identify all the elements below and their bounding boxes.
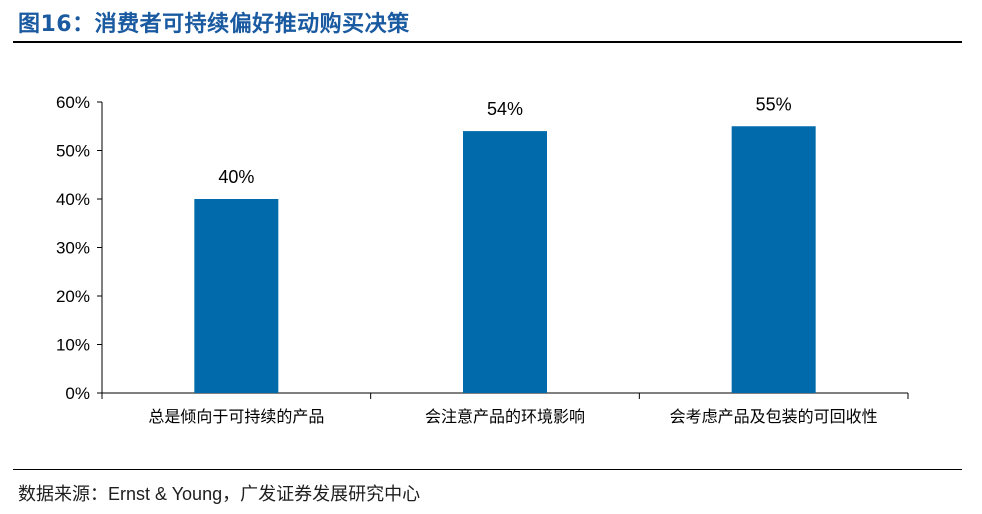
bottom-divider xyxy=(13,469,962,470)
x-category-label: 会考虑产品及包装的可回收性 xyxy=(670,407,878,426)
y-tick-label: 40% xyxy=(56,190,90,209)
bar xyxy=(463,131,547,393)
source-org-en: Ernst & Young xyxy=(108,484,223,504)
source-note: 数据来源：Ernst & Young，广发证券发展研究中心 xyxy=(18,480,420,506)
top-divider xyxy=(13,41,962,43)
source-label: 数据来源： xyxy=(18,484,108,505)
y-tick-label: 60% xyxy=(56,93,90,112)
y-tick-label: 30% xyxy=(56,239,90,258)
bar-value-label: 54% xyxy=(487,99,523,119)
y-tick-label: 50% xyxy=(56,142,90,161)
y-tick-label: 20% xyxy=(56,287,90,306)
y-tick-label: 0% xyxy=(65,384,90,403)
x-category-label: 会注意产品的环境影响 xyxy=(425,407,585,426)
bar-value-label: 40% xyxy=(218,167,254,187)
y-tick-label: 10% xyxy=(56,336,90,355)
figure-title: 图16：消费者可持续偏好推动购买决策 xyxy=(18,12,410,37)
bar xyxy=(194,199,279,393)
bar-value-label: 55% xyxy=(756,94,792,114)
bar-chart: 0% 10% 20% 30% 40% 50% 60% 40% 总是倾向于可持续的产品 54% 会注… xyxy=(56,93,909,426)
source-org-cn: ，广发证券发展研究中心 xyxy=(222,484,421,505)
bar xyxy=(731,126,816,393)
x-category-label: 总是倾向于可持续的产品 xyxy=(148,407,324,426)
